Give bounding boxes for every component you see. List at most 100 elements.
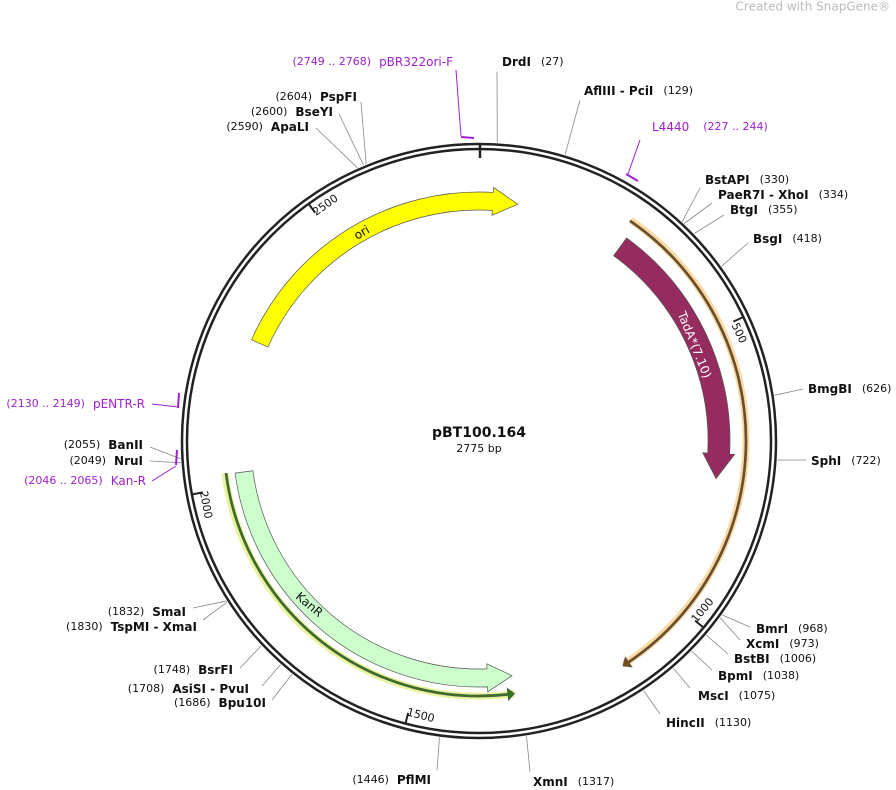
enzyme-name: BpmI [718, 669, 753, 683]
enzyme-line [360, 101, 367, 165]
enzyme-line [149, 446, 181, 460]
enzyme-line [721, 242, 749, 267]
primer-range: (2130 .. 2149) [6, 397, 85, 410]
enzyme-line [706, 634, 729, 655]
feature-arc [622, 219, 748, 668]
enzyme-name: NruI [114, 454, 143, 468]
enzyme-name: BmrI [756, 622, 788, 636]
enzyme-position: (1830) [66, 620, 103, 633]
enzyme-label: XcmI (973) [746, 637, 819, 651]
primer-range: (2749 .. 2768) [293, 55, 372, 68]
primer-mark [175, 449, 178, 466]
enzyme-label: DrdI (27) [502, 55, 564, 69]
tick-mark [404, 712, 410, 723]
enzyme-name: Bpu10I [219, 696, 266, 710]
plasmid-length: 2775 bp [456, 442, 501, 455]
primer-range: (227 .. 244) [703, 120, 768, 133]
enzyme-name: PflMI [397, 773, 431, 787]
enzyme-name: HincII [666, 716, 705, 730]
primer-line [151, 465, 177, 482]
enzyme-label: AflIII - PciI (129) [584, 84, 693, 98]
enzyme-line [315, 127, 358, 169]
primer-name: Kan-R [111, 474, 146, 488]
enzyme-label: (2590) ApaLI [226, 120, 309, 134]
enzyme-label: BstAPI (330) [705, 173, 789, 187]
enzyme-position: (2055) [64, 438, 101, 451]
enzyme-line [683, 202, 713, 224]
enzyme-line [261, 664, 281, 687]
enzyme-position: (1708) [128, 682, 165, 695]
enzyme-position: (355) [768, 203, 798, 216]
enzyme-name: XmnI [533, 775, 568, 789]
enzyme-position: (129) [663, 84, 693, 97]
enzyme-position: (2049) [69, 454, 106, 467]
enzyme-position: (1038) [763, 669, 800, 682]
enzyme-position: (973) [789, 637, 819, 650]
enzyme-name: SphI [811, 454, 841, 468]
enzyme-name: PspFI [320, 90, 357, 104]
feature-arrow [234, 470, 513, 693]
enzyme-label: SphI (722) [811, 454, 881, 468]
enzyme-line [271, 674, 293, 701]
primer-name: pENTR-R [93, 397, 145, 411]
primer-line [151, 403, 179, 408]
enzyme-position: (626) [862, 382, 892, 395]
tick-mark [192, 491, 203, 496]
enzyme-position: (722) [851, 454, 881, 467]
enzyme-name: MscI [698, 689, 729, 703]
enzyme-line [643, 690, 661, 715]
tick-mark [308, 204, 316, 214]
enzyme-position: (1130) [715, 716, 752, 729]
primer-label: L4440 (227 .. 244) [652, 120, 768, 134]
enzyme-name: BsrFI [198, 663, 233, 677]
enzyme-line [436, 737, 440, 771]
enzyme-line [202, 601, 228, 621]
feature-label: ori [351, 223, 372, 243]
enzyme-line [719, 617, 741, 641]
primer-name: pBR322ori-F [379, 55, 453, 69]
enzyme-label: (1708) AsiSI - PvuI [128, 682, 249, 696]
enzyme-position: (1686) [174, 696, 211, 709]
enzyme-position: (2600) [251, 105, 288, 118]
enzyme-name: AflIII - PciI [584, 84, 653, 98]
enzyme-label: (1832) SmaI [108, 605, 186, 619]
enzyme-label: PaeR7I - XhoI (334) [718, 188, 848, 202]
enzyme-label: (1446) PflMI [352, 773, 431, 787]
primer-range: (2046 .. 2065) [24, 474, 103, 487]
enzyme-line [338, 113, 364, 166]
enzyme-name: BsgI [753, 232, 782, 246]
enzyme-line [564, 99, 581, 155]
enzyme-line [526, 736, 531, 773]
enzyme-name: BseYI [295, 105, 333, 119]
enzyme-position: (1317) [578, 775, 615, 788]
enzyme-label: MscI (1075) [698, 689, 775, 703]
enzyme-name: BstAPI [705, 173, 750, 187]
tick-mark [732, 316, 743, 323]
feature-arc [224, 472, 516, 702]
enzyme-position: (1006) [780, 652, 817, 665]
enzyme-label: (1748) BsrFI [154, 663, 233, 677]
enzyme-name: SmaI [152, 605, 186, 619]
enzyme-line [192, 600, 227, 609]
tick-label: 1500 [406, 706, 436, 726]
enzyme-name: BtgI [730, 203, 758, 217]
enzyme-label: XmnI (1317) [533, 775, 614, 789]
enzyme-line [774, 388, 804, 396]
enzyme-name: PaeR7I - XhoI [718, 188, 809, 202]
enzyme-line [239, 645, 262, 669]
enzyme-line [681, 187, 701, 222]
feature-arrow [251, 186, 519, 348]
feature-arrow [613, 237, 736, 480]
enzyme-position: (27) [541, 55, 564, 68]
enzyme-position: (2604) [275, 90, 312, 103]
primer-label: (2130 .. 2149) pENTR-R [6, 397, 145, 411]
enzyme-label: (2055) BanII [64, 438, 143, 452]
enzyme-position: (330) [760, 173, 790, 186]
primer-mark [177, 392, 180, 409]
enzyme-position: (1748) [154, 663, 191, 676]
primer-mark [460, 136, 475, 139]
enzyme-name: ApaLI [271, 120, 309, 134]
primer-line [455, 69, 462, 137]
enzyme-position: (2590) [226, 120, 263, 133]
